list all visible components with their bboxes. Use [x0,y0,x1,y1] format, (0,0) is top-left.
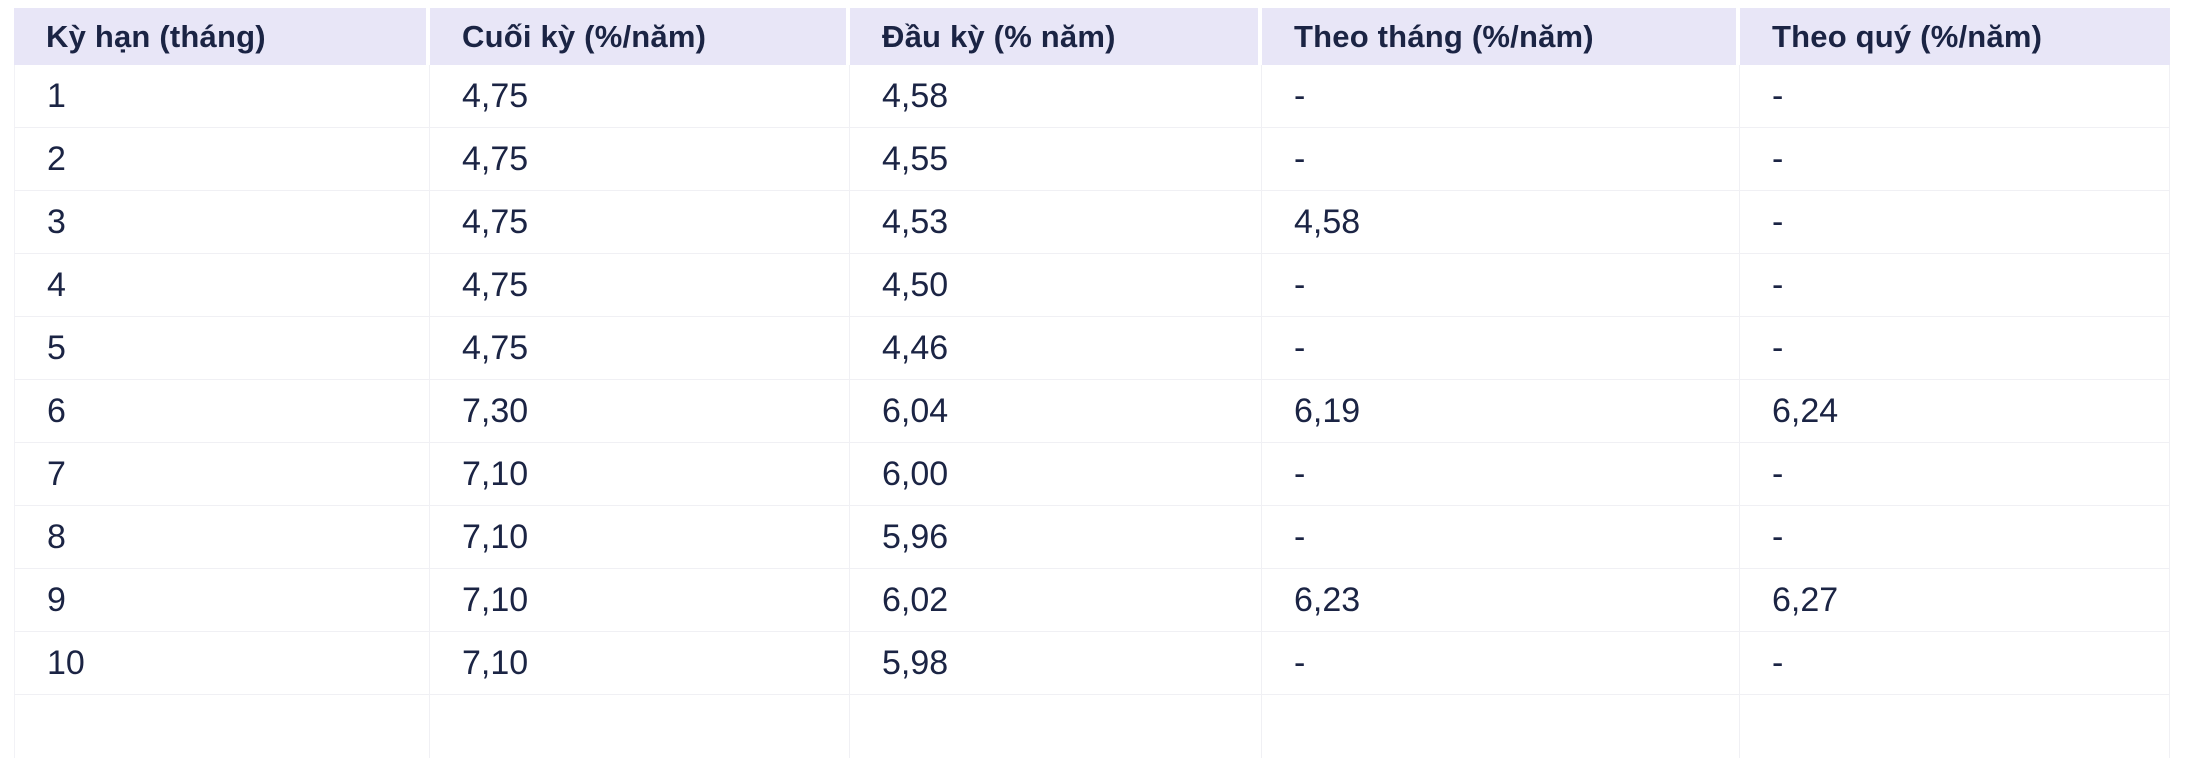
cell-rate: - [1262,443,1740,506]
cell-rate: 4,75 [430,317,850,380]
cell-term: 1 [14,65,430,128]
cell-rate: 6,00 [850,443,1262,506]
cell-empty [430,695,850,758]
col-header-end-of-term: Cuối kỳ (%/năm) [430,8,850,65]
col-header-monthly: Theo tháng (%/năm) [1262,8,1740,65]
cell-rate: 6,23 [1262,569,1740,632]
cell-term: 2 [14,128,430,191]
cell-rate: 4,58 [1262,191,1740,254]
cell-rate: 6,27 [1740,569,2170,632]
cell-rate: - [1740,191,2170,254]
cell-rate: 6,02 [850,569,1262,632]
cell-empty [1740,695,2170,758]
cell-rate: 4,75 [430,65,850,128]
cell-rate: 5,98 [850,632,1262,695]
cell-rate: 7,10 [430,506,850,569]
cell-rate: - [1262,506,1740,569]
cell-rate: 6,19 [1262,380,1740,443]
table-row: 5 4,75 4,46- - [14,317,2170,380]
table-row: 7 7,10 6,00- - [14,443,2170,506]
cell-rate: 4,46 [850,317,1262,380]
cell-term: 10 [14,632,430,695]
cell-rate: - [1740,443,2170,506]
cell-rate: - [1740,128,2170,191]
cell-empty [14,695,430,758]
cell-rate: 6,24 [1740,380,2170,443]
interest-rates-table: Kỳ hạn (tháng) Cuối kỳ (%/năm) Đầu kỳ (%… [14,8,2170,758]
cell-rate: - [1740,254,2170,317]
cell-rate: - [1262,65,1740,128]
page: Kỳ hạn (tháng) Cuối kỳ (%/năm) Đầu kỳ (%… [14,8,2170,758]
cell-rate: - [1262,317,1740,380]
table-row: 3 4,75 4,53 4,58- [14,191,2170,254]
cell-rate: 6,04 [850,380,1262,443]
table-row-truncated [14,695,2170,758]
table-row: 9 7,10 6,02 6,23 6,27 [14,569,2170,632]
cell-rate: 4,53 [850,191,1262,254]
cell-rate: 4,75 [430,191,850,254]
cell-rate: 4,55 [850,128,1262,191]
table-row: 2 4,75 4,55- - [14,128,2170,191]
cell-term: 7 [14,443,430,506]
table-row: 6 7,30 6,04 6,19 6,24 [14,380,2170,443]
cell-rate: - [1262,254,1740,317]
cell-rate: 4,58 [850,65,1262,128]
cell-rate: 4,50 [850,254,1262,317]
cell-rate: - [1262,632,1740,695]
cell-rate: 7,10 [430,632,850,695]
cell-rate: 4,75 [430,254,850,317]
cell-term: 5 [14,317,430,380]
table-row: 4 4,75 4,50- - [14,254,2170,317]
cell-term: 9 [14,569,430,632]
cell-term: 8 [14,506,430,569]
table-body: 1 4,75 4,58- -2 4,75 4,55- -3 4,75 4,53 4,58-4 4,7… [14,65,2170,758]
col-header-term: Kỳ hạn (tháng) [14,8,430,65]
cell-empty [1262,695,1740,758]
header-row: Kỳ hạn (tháng) Cuối kỳ (%/năm) Đầu kỳ (%… [14,8,2170,65]
cell-rate: 7,30 [430,380,850,443]
col-header-quarterly: Theo quý (%/năm) [1740,8,2170,65]
cell-rate: - [1740,506,2170,569]
table-row: 8 7,10 5,96- - [14,506,2170,569]
cell-rate: - [1740,632,2170,695]
cell-rate: - [1740,65,2170,128]
cell-rate: 4,75 [430,128,850,191]
table-header: Kỳ hạn (tháng) Cuối kỳ (%/năm) Đầu kỳ (%… [14,8,2170,65]
cell-term: 3 [14,191,430,254]
table-row: 1 4,75 4,58- - [14,65,2170,128]
cell-rate: 7,10 [430,443,850,506]
cell-rate: 5,96 [850,506,1262,569]
cell-rate: 7,10 [430,569,850,632]
cell-rate: - [1262,128,1740,191]
cell-term: 6 [14,380,430,443]
col-header-start-of-term: Đầu kỳ (% năm) [850,8,1262,65]
cell-rate: - [1740,317,2170,380]
table-row: 10 7,10 5,98- - [14,632,2170,695]
cell-term: 4 [14,254,430,317]
cell-empty [850,695,1262,758]
